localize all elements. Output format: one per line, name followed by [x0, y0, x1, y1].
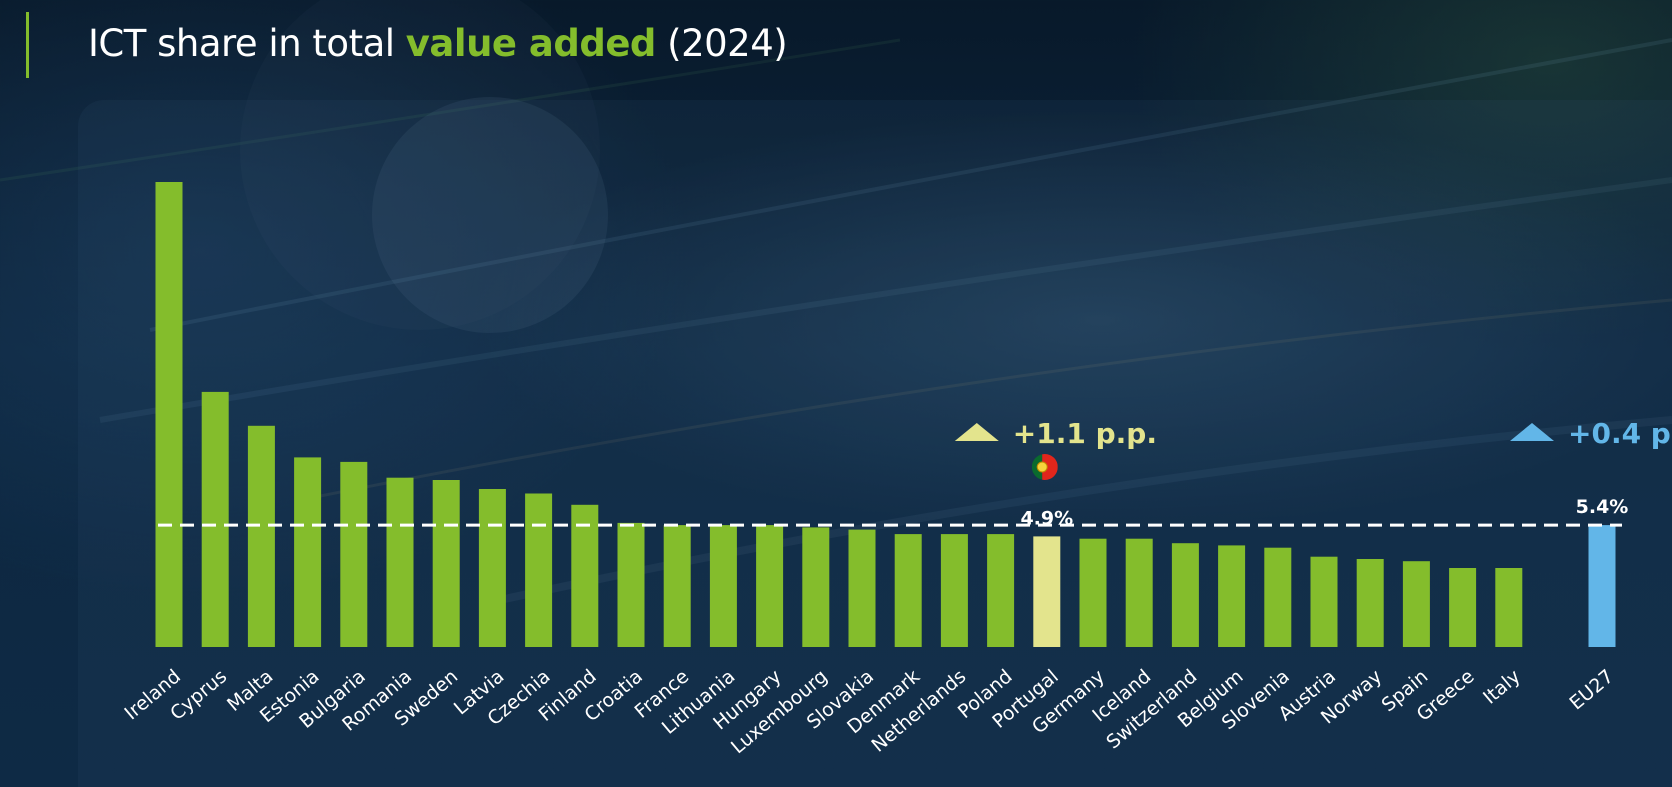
bar-switzerland — [1171, 543, 1199, 647]
title-suffix: (2024) — [655, 22, 788, 65]
bar-cyprus — [201, 391, 229, 647]
bar-bulgaria — [340, 461, 368, 647]
data-label-eu27: 5.4% — [1576, 496, 1629, 518]
bar-slovakia — [848, 529, 876, 647]
bar-luxembourg — [802, 527, 830, 647]
bar-romania — [386, 477, 414, 647]
bar-netherlands — [940, 534, 968, 647]
bar-ireland — [155, 182, 183, 647]
triangle-up-icon — [1510, 423, 1554, 441]
bar-portugal — [1033, 536, 1061, 647]
bar-norway — [1356, 559, 1384, 647]
bar-slovenia — [1264, 547, 1292, 647]
title-accent-bar — [26, 12, 29, 78]
bar-croatia — [617, 522, 645, 647]
bar-sweden — [432, 480, 460, 647]
title-prefix: ICT share in total — [88, 22, 406, 65]
bar-poland — [987, 534, 1015, 647]
change-label-portugal: +1.1 p.p. — [1013, 417, 1157, 450]
bar-belgium — [1218, 545, 1246, 647]
bar-greece — [1449, 568, 1477, 647]
title-highlight: value added — [405, 22, 657, 65]
bar-austria — [1310, 556, 1338, 647]
portugal-flag-icon — [1031, 454, 1058, 480]
bar-iceland — [1125, 538, 1153, 647]
bar-denmark — [894, 534, 922, 647]
change-label-eu27: +0.4 p.p. — [1568, 417, 1672, 450]
bar-france — [663, 525, 691, 647]
bar-czechia — [525, 493, 553, 647]
bar-germany — [1079, 538, 1107, 647]
chart-panel — [78, 100, 1672, 787]
triangle-up-icon — [954, 423, 999, 441]
bar-italy — [1495, 568, 1523, 647]
bar-hungary — [756, 525, 784, 647]
bar-finland — [571, 504, 599, 647]
bar-latvia — [478, 489, 506, 647]
x-label-eu27: EU27 — [1565, 665, 1618, 714]
bar-lithuania — [709, 525, 737, 647]
bar-malta — [247, 425, 275, 647]
page-title: ICT share in total value added (2024) — [88, 22, 788, 65]
bar-spain — [1402, 561, 1430, 647]
bar-estonia — [294, 457, 322, 647]
bar-eu27 — [1588, 525, 1616, 647]
data-label-portugal: 4.9% — [1020, 507, 1073, 529]
x-label-italy: Italy — [1479, 665, 1525, 708]
